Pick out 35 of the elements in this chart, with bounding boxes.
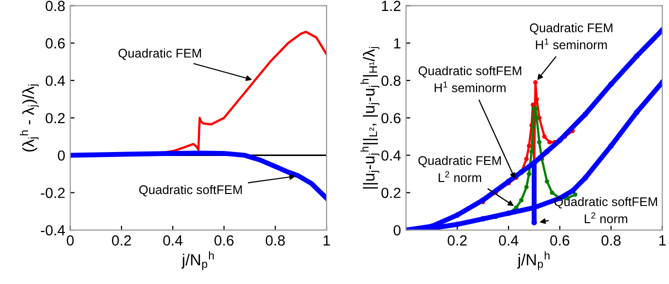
- x-tick-label: 0.2: [112, 235, 131, 246]
- x-tick-label: 0: [66, 235, 74, 246]
- annotation: Quadratic softFEM: [139, 184, 242, 196]
- x-axis-title: j/N$_{p}$$^{h}$: [517, 251, 550, 270]
- y-tick-label: 0: [394, 225, 401, 236]
- y-axis-title: (λ$_{j}$$^{h}$ - λ$_{j}$)/λ$_{j}$: [20, 84, 39, 152]
- y-tick-label: 1.2: [382, 0, 400, 11]
- x-tick-label: 0.6: [214, 235, 234, 246]
- y-tick-label: 0.8: [381, 76, 401, 86]
- y-tick-label: 1: [394, 38, 400, 48]
- y-tick-label: -0.2: [40, 188, 65, 198]
- annotation: Quadratic FEM H$^{1}$ seminorm: [530, 23, 612, 50]
- y-tick-label: 0.2: [381, 188, 400, 198]
- y-tick-label: 0.6: [381, 112, 401, 124]
- y-tick-label: 0.4: [381, 150, 401, 161]
- x-tick-label: 1: [659, 235, 666, 246]
- x-axis-title: j/N$_{p}$$^{h}$: [181, 251, 214, 270]
- x-tick-label: 1: [324, 235, 330, 246]
- annotation: Quadratic FEM: [118, 48, 201, 60]
- x-tick-label: 0.2: [448, 235, 467, 246]
- y-tick-label: 0: [58, 150, 65, 161]
- text: ||u$_{j}$-u$_{j}$$^{h}$||$_{L²}$, |u$_{j}$-u$_{j}$$^{h}$|$_{H¹}$/λ$_{j}$: [360, 47, 380, 189]
- y-tick-label: 0.8: [46, 0, 65, 12]
- annotation: Quadratic softFEM L$^{2}$ norm: [554, 196, 657, 224]
- annotation: Quadratic softFEM H$^{1}$ seminorm: [418, 66, 522, 92]
- y-tick-label: 0.2: [46, 112, 65, 124]
- x-tick-label: 0.4: [498, 235, 518, 246]
- x-tick-label: 0.6: [550, 235, 570, 246]
- x-tick-label: 0.8: [266, 235, 285, 246]
- x-tick-label: 0.4: [163, 235, 182, 246]
- annotation: Quadratic FEM L$^{2}$ norm: [418, 156, 501, 182]
- x-tick-label: 0.8: [601, 235, 621, 246]
- y-tick-label: 0.6: [46, 38, 65, 48]
- y-tick-label: 0.4: [46, 76, 65, 86]
- y-tick-label: -0.4: [40, 225, 65, 236]
